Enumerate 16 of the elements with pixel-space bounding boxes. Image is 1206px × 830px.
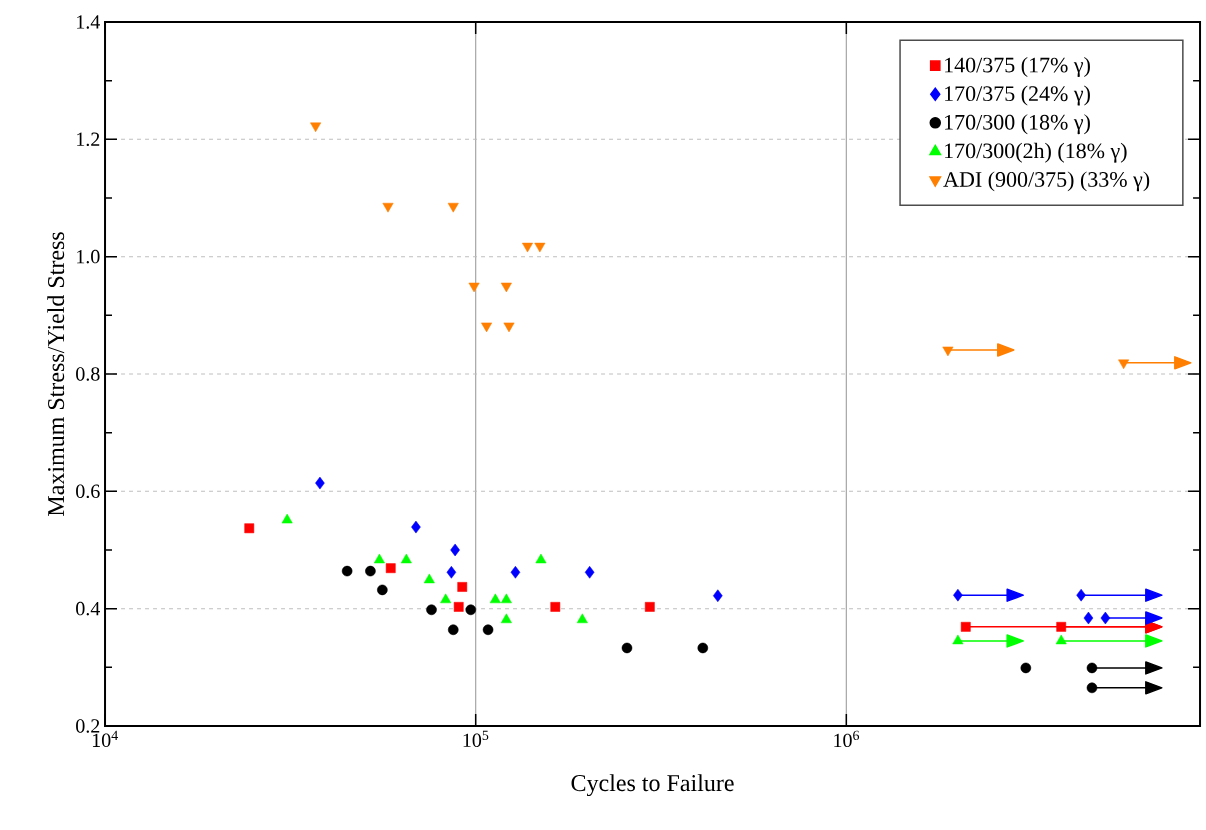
legend-label: 170/300 (18% γ) bbox=[945, 114, 1090, 135]
legend-label: ADI (900/375) (33% γ) bbox=[943, 171, 1150, 192]
y-tick-label: 0.2 bbox=[76, 719, 100, 733]
x-axis-title: Cycles to Failure bbox=[571, 774, 734, 797]
y-tick-label: 0.8 bbox=[76, 367, 100, 381]
y-tick-label: 1.2 bbox=[77, 132, 100, 147]
x-tick-label: 10$^{6}$ bbox=[834, 730, 860, 748]
legend-label: 170/300(2h) (18% γ) bbox=[945, 142, 1127, 163]
legend-label: 140/375 (17% γ) bbox=[945, 57, 1090, 77]
y-tick-label: 1.0 bbox=[77, 249, 100, 264]
legend-label: 170/375 (24% γ) bbox=[945, 85, 1090, 106]
y-tick-label: 1.4 bbox=[77, 15, 100, 29]
y-tick-label: 0.6 bbox=[76, 484, 100, 499]
y-axis-title: Maximum Stress/Yield Stress bbox=[47, 232, 65, 516]
y-tick-label: 0.4 bbox=[76, 601, 100, 616]
x-tick-label: 10$^{5}$ bbox=[463, 730, 489, 748]
